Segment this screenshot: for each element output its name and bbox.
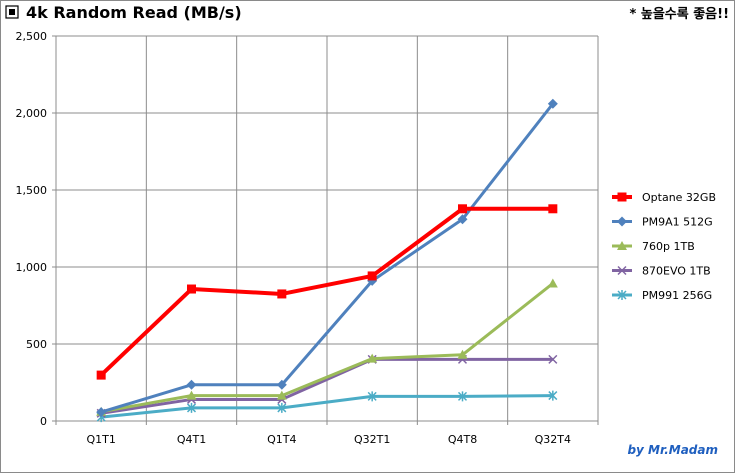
x-tick-label: Q32T4 bbox=[535, 433, 571, 446]
legend-label-optane-32gb: Optane 32GB bbox=[642, 191, 716, 204]
data-point-optane-32gb bbox=[96, 370, 106, 380]
legend-label-760p-1tb: 760p 1TB bbox=[642, 240, 695, 253]
data-point-pm9a1-512g bbox=[96, 407, 107, 418]
series-line-pm991-256g bbox=[101, 394, 553, 419]
plot-area: 0 500 1,000 1,500 2,000 2,500 Q1T1 Q4T1 Q1T4 Q32T… bbox=[16, 30, 599, 446]
series-line-870evo-1tb bbox=[100, 357, 553, 415]
legend-marker-760p-1tb bbox=[617, 241, 627, 250]
legend: Optane 32GB PM9A1 512G 760p 1TB 870EVO 1TB P… bbox=[612, 191, 716, 302]
series-line-760p-1tb bbox=[100, 282, 554, 414]
legend-label-870evo-1tb: 870EVO 1TB bbox=[642, 265, 711, 278]
data-point-pm9a1-512g bbox=[186, 379, 197, 390]
data-point-pm9a1-512g bbox=[457, 214, 468, 225]
data-point-760p-1tb bbox=[367, 353, 378, 363]
x-tick-label: Q4T8 bbox=[448, 433, 477, 446]
y-tick-label: 1,500 bbox=[16, 184, 48, 197]
y-tick-label: 500 bbox=[26, 338, 47, 351]
data-point-pm991-256g bbox=[277, 402, 287, 413]
data-point-pm9a1-512g bbox=[547, 98, 558, 109]
legend-marker-optane-32gb bbox=[617, 192, 627, 202]
data-point-pm9a1-512g bbox=[276, 379, 287, 390]
y-tick-label: 2,000 bbox=[16, 107, 48, 120]
title-box-icon bbox=[5, 5, 19, 19]
x-tick-label: Q32T1 bbox=[354, 433, 390, 446]
data-point-optane-32gb bbox=[277, 289, 287, 299]
y-tick-label: 0 bbox=[40, 415, 47, 428]
data-point-optane-32gb bbox=[187, 284, 196, 294]
title-box-fill-icon bbox=[9, 9, 15, 15]
data-point-pm991-256g bbox=[186, 402, 197, 413]
data-point-760p-1tb bbox=[457, 349, 468, 359]
series-line-pm9a1-512g bbox=[100, 102, 555, 414]
legend-marker-pm991-256g bbox=[617, 290, 627, 300]
data-point-760p-1tb bbox=[276, 390, 287, 400]
legend-marker-870evo-1tb bbox=[617, 265, 627, 276]
y-tick-label: 2,500 bbox=[16, 30, 48, 43]
legend-label-pm991-256g: PM991 256G bbox=[642, 289, 712, 302]
legend-marker-pm9a1-512g bbox=[617, 216, 627, 227]
data-point-optane-32gb bbox=[367, 271, 377, 281]
credit-text: by Mr.Madam bbox=[627, 443, 718, 457]
y-tick-label: 1,000 bbox=[16, 261, 48, 274]
data-point-optane-32gb bbox=[458, 204, 467, 214]
series-line-optane-32gb bbox=[99, 206, 553, 377]
x-tick-label: Q1T1 bbox=[86, 433, 115, 446]
x-tick-label: Q4T1 bbox=[177, 433, 206, 446]
chart-note: * 높을수록 좋음!! bbox=[630, 6, 729, 22]
data-point-pm991-256g bbox=[367, 391, 377, 402]
chart-title: 4k Random Read (MB/s) bbox=[26, 3, 242, 22]
legend-label-pm9a1-512g: PM9A1 512G bbox=[642, 216, 713, 229]
data-point-870evo-1tb bbox=[548, 354, 558, 364]
data-point-760p-1tb bbox=[186, 390, 197, 400]
x-tick-label: Q1T4 bbox=[267, 433, 296, 446]
data-point-pm991-256g bbox=[457, 391, 468, 402]
data-point-760p-1tb bbox=[547, 278, 558, 288]
data-point-pm991-256g bbox=[548, 390, 558, 401]
data-point-optane-32gb bbox=[548, 204, 558, 214]
